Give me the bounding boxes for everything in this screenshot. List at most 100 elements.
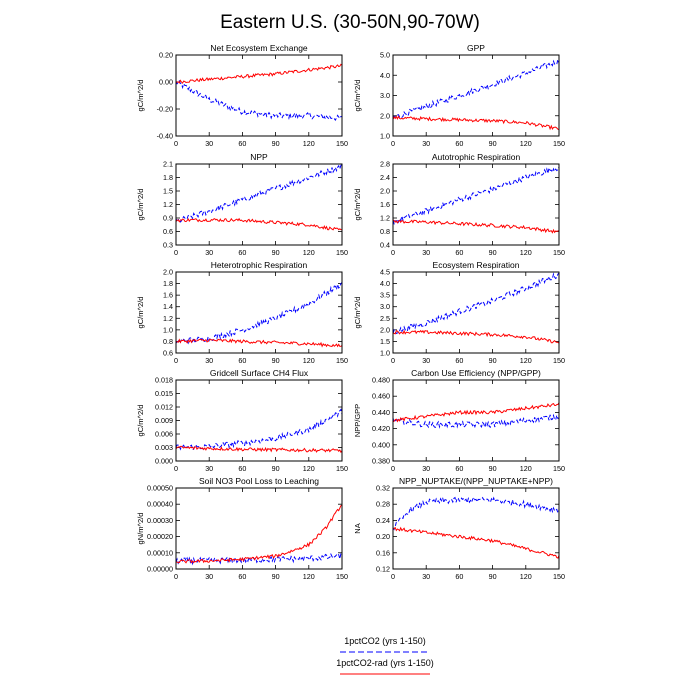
x-tick-label: 90: [489, 572, 497, 581]
y-axis-label: gC/m^2/d: [136, 189, 145, 221]
x-tick-label: 120: [303, 464, 315, 473]
x-tick-label: 90: [489, 356, 497, 365]
plot-frame: [175, 271, 343, 354]
x-tick-label: 30: [422, 356, 430, 365]
y-tick-label: 2.0: [380, 325, 390, 334]
x-tick-label: 60: [238, 248, 246, 257]
x-tick-label: 30: [422, 572, 430, 581]
y-tick-label: 0.8: [380, 227, 390, 236]
series-line: [176, 445, 342, 454]
y-tick-label: 0.00040: [147, 500, 173, 509]
x-tick-label: 0: [391, 248, 395, 257]
x-tick-label: 60: [238, 572, 246, 581]
x-tick-label: 150: [553, 139, 565, 148]
x-tick-label: 0: [391, 572, 395, 581]
y-tick-label: 1.5: [380, 337, 390, 346]
series-line: [176, 217, 342, 231]
series-line: [176, 79, 342, 122]
series-line: [393, 413, 559, 429]
y-tick-label: 1.2: [163, 314, 173, 323]
x-tick-label: 120: [303, 248, 315, 257]
chart-panel: Autotrophic Respiration gC/m^2/d 0 30 60 90 12…: [353, 152, 565, 257]
x-tick-label: 150: [553, 572, 565, 581]
chart-title: Gridcell Surface CH4 Flux: [210, 368, 309, 378]
y-tick-label: 3.0: [380, 302, 390, 311]
x-tick-label: 0: [174, 248, 178, 257]
y-tick-label: 0.6: [163, 227, 173, 236]
y-tick-label: 2.1: [163, 160, 173, 169]
series-line: [393, 496, 559, 531]
chart-title: Carbon Use Efficiency (NPP/GPP): [411, 368, 541, 378]
y-tick-label: 1.5: [163, 187, 173, 196]
series-line: [176, 504, 342, 564]
y-axis-label: gC/m^2/d: [136, 297, 145, 329]
y-tick-label: 1.0: [380, 349, 390, 358]
x-tick-label: 150: [336, 572, 348, 581]
chart-title: Soil NO3 Pool Loss to Leaching: [199, 476, 319, 486]
x-tick-label: 60: [238, 464, 246, 473]
x-tick-label: 30: [422, 248, 430, 257]
y-tick-label: 3.0: [380, 91, 390, 100]
chart-panel: NPP_NUPTAKE/(NPP_NUPTAKE+NPP) NA 0 30 60 90 12…: [353, 476, 565, 581]
y-tick-label: 0.00030: [147, 516, 173, 525]
x-tick-label: 90: [272, 139, 280, 148]
x-tick-label: 90: [489, 139, 497, 148]
x-tick-label: 60: [455, 356, 463, 365]
legend: 1pctCO2 (yrs 1-150) 1pctCO2-rad (yrs 1-15…: [336, 636, 434, 675]
y-tick-label: 0.009: [155, 416, 173, 425]
y-tick-label: 0.3: [163, 241, 173, 250]
x-tick-label: 90: [489, 464, 497, 473]
plot-frame: [392, 487, 560, 570]
figure-title: Eastern U.S. (30-50N,90-70W): [220, 12, 480, 33]
y-tick-label: 1.2: [380, 214, 390, 223]
plot-frame: [175, 379, 343, 462]
series-line: [176, 164, 342, 223]
y-tick-label: 0.00020: [147, 532, 173, 541]
x-tick-label: 30: [205, 356, 213, 365]
y-tick-label: 2.0: [163, 268, 173, 277]
y-tick-label: -0.20: [157, 105, 173, 114]
x-tick-label: 60: [455, 139, 463, 148]
y-tick-label: 0.006: [155, 430, 173, 439]
x-tick-label: 120: [303, 139, 315, 148]
y-axis-label: NA: [353, 523, 362, 533]
plot-frame: [175, 487, 343, 570]
y-tick-label: 1.6: [163, 291, 173, 300]
y-axis-label: gC/m^2/d: [353, 189, 362, 221]
chart-panel: GPP gC/m^2/d 0 30 60 90 120 150 5.0 4.0 3.0 2.0 1.0: [353, 43, 565, 148]
y-axis-label: gN/m^2/d: [136, 513, 145, 545]
y-tick-label: 0.015: [155, 389, 173, 398]
x-tick-label: 120: [520, 356, 532, 365]
y-tick-label: 1.0: [380, 132, 390, 141]
x-tick-label: 0: [174, 572, 178, 581]
x-tick-label: 150: [336, 139, 348, 148]
x-tick-label: 60: [455, 248, 463, 257]
y-tick-label: 1.0: [163, 325, 173, 334]
plot-frame: [392, 163, 560, 246]
y-tick-label: 2.8: [380, 160, 390, 169]
series-line: [393, 166, 559, 226]
y-tick-label: 0.20: [376, 532, 390, 541]
y-tick-label: 1.8: [163, 173, 173, 182]
chart-panel: Ecosystem Respiration gC/m^2/d 0 30 60 90 120 1…: [353, 260, 565, 365]
y-tick-label: 3.5: [380, 291, 390, 300]
chart-title: Autotrophic Respiration: [432, 152, 521, 162]
y-tick-label: 2.0: [380, 111, 390, 120]
y-tick-label: 0.003: [155, 443, 173, 452]
plot-frame: [175, 54, 343, 137]
chart-panel: Net Ecosystem Exchange gC/m^2/d 0 30 60 90 120…: [136, 43, 348, 148]
series-line: [393, 272, 559, 335]
y-tick-label: 0.460: [372, 392, 390, 401]
y-tick-label: 0.24: [376, 516, 390, 525]
x-tick-label: 30: [422, 139, 430, 148]
series-line: [393, 526, 559, 559]
plot-frame: [175, 163, 343, 246]
y-tick-label: 0.00050: [147, 484, 173, 493]
y-tick-label: 0.420: [372, 424, 390, 433]
series-line: [393, 57, 559, 119]
y-tick-label: 0.16: [376, 548, 390, 557]
x-tick-label: 150: [336, 464, 348, 473]
plot-frame: [392, 379, 560, 462]
chart-title: Net Ecosystem Exchange: [210, 43, 308, 53]
chart-panel: Gridcell Surface CH4 Flux gC/m^2/d 0 30 60 90…: [136, 368, 348, 473]
